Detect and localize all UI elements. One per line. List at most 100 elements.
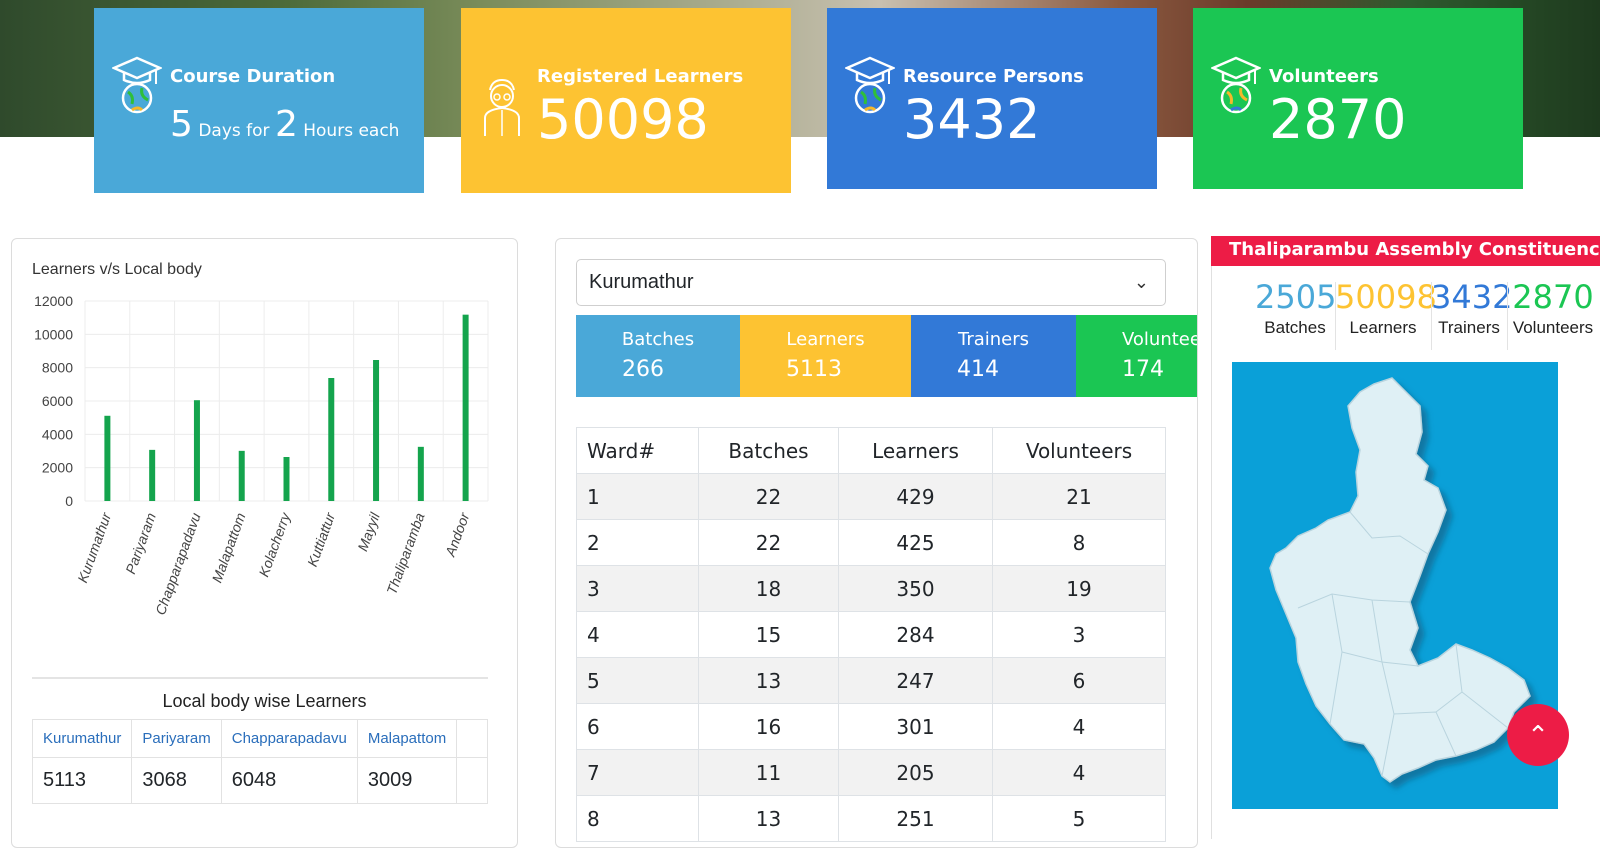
table-row: 7 11 205 4	[576, 749, 1166, 796]
chart-title: Learners v/s Local body	[32, 261, 202, 278]
constituency-title: Thaliparambu Assembly Constituency	[1211, 236, 1600, 266]
volunteers-cell: 6	[992, 657, 1166, 704]
tile-label: Learners	[786, 329, 865, 350]
card-title: Volunteers	[1269, 66, 1379, 87]
ward-cell: 6	[576, 703, 699, 750]
y-tick-label: 4000	[42, 426, 73, 442]
volunteers-cell: 8	[992, 519, 1166, 566]
learners-cell: 425	[838, 519, 993, 566]
tile-value: 414	[957, 357, 999, 382]
lbw-value-cell: 5113	[32, 757, 133, 804]
trainers-tile: Trainers 414	[911, 315, 1076, 397]
constituency-map[interactable]	[1232, 362, 1558, 809]
volunteers-tile: Volunteers 174	[1076, 315, 1197, 397]
days-label: Days for	[198, 121, 270, 141]
bar	[373, 360, 380, 501]
lbw-header-cell-partial	[456, 719, 488, 758]
stat-label: Learners	[1349, 318, 1417, 337]
y-tick-label: 10000	[34, 326, 73, 342]
chevron-down-icon: ⌄	[1133, 272, 1149, 292]
learner-person-icon	[484, 78, 520, 136]
stat-label: Trainers	[1438, 318, 1500, 337]
select-value: Kurumathur	[589, 271, 694, 293]
x-tick-label: Kolacherry	[255, 510, 293, 579]
learners-bar-chart: 0 2000 4000 6000 8000 10000 12000 Kurumathur Par…	[34, 293, 489, 617]
batches-header: Batches	[698, 427, 839, 474]
learners-cell: 429	[838, 473, 993, 520]
bar	[238, 450, 245, 501]
stat-divider	[1431, 282, 1432, 350]
lbw-value-cell-partial	[456, 757, 488, 804]
resource-persons-card: Resource Persons 3432	[827, 8, 1157, 189]
learners-cell: 350	[838, 565, 993, 612]
batches-cell: 16	[698, 703, 839, 750]
stat-value: 50098	[1335, 278, 1437, 316]
card-title: Course Duration	[170, 66, 336, 87]
stat-value: 2505	[1255, 278, 1337, 316]
divider	[32, 677, 488, 679]
x-tick-label: Kuttiattur	[304, 509, 339, 568]
x-tick-label: Kurumathur	[74, 509, 115, 584]
ward-cell: 8	[576, 795, 699, 842]
batches-cell: 11	[698, 749, 839, 796]
lbw-value-cell: 3068	[131, 757, 222, 804]
y-tick-label: 6000	[42, 393, 73, 409]
stat-divider	[1335, 282, 1336, 350]
ward-cell: 7	[576, 749, 699, 796]
batches-cell: 13	[698, 657, 839, 704]
y-tick-label: 8000	[42, 360, 73, 376]
volunteers-cell: 5	[992, 795, 1166, 842]
volunteers-cell: 21	[992, 473, 1166, 520]
stat-divider	[1507, 282, 1508, 350]
volunteers-header: Volunteers	[992, 427, 1166, 474]
stat-value: 3432	[1431, 278, 1513, 316]
x-tick-label: Pariyaram	[122, 510, 159, 576]
learners-cell: 301	[838, 703, 993, 750]
tile-label: Volunteers	[1122, 329, 1197, 350]
volunteers-cell: 4	[992, 703, 1166, 750]
table-row: 2 22 425 8	[576, 519, 1166, 566]
bar	[417, 446, 424, 501]
tile-value: 5113	[786, 357, 842, 382]
table-row: 6 16 301 4	[576, 703, 1166, 750]
lbw-value-cell: 3009	[356, 757, 458, 804]
graduation-globe-icon	[112, 56, 162, 114]
bar	[104, 415, 111, 501]
bar	[328, 378, 335, 501]
x-tick-label: Thaliparamba	[383, 510, 427, 596]
local-body-wise-table[interactable]: Kurumathur Pariyaram Chapparapadavu Mala…	[32, 719, 488, 804]
tile-value: 174	[1122, 357, 1164, 382]
stat-label: Volunteers	[1512, 318, 1594, 337]
ward-header: Ward#	[576, 427, 699, 474]
course-duration-card: Course Duration 5 Days for 2 Hours each	[94, 8, 424, 193]
ac-volunteers-stat: 2870 Volunteers	[1507, 278, 1599, 338]
chart-panel: Learners v/s Local body 0 2000 4000 6000 800…	[11, 238, 518, 848]
ward-cell: 3	[576, 565, 699, 612]
bar	[149, 449, 156, 501]
learners-tile: Learners 5113	[740, 315, 911, 397]
ac-batches-stat: 2505 Batches	[1255, 278, 1337, 338]
ac-learners-stat: 50098 Learners	[1335, 278, 1437, 338]
local-body-select[interactable]: Kurumathur ⌄	[576, 259, 1166, 306]
table-row: 4 15 284 3	[576, 611, 1166, 658]
bar	[193, 400, 200, 501]
scroll-to-top-button[interactable]: ⌃	[1507, 704, 1569, 766]
ward-cell: 4	[576, 611, 699, 658]
tile-value: 266	[622, 357, 664, 382]
ward-panel: Kurumathur ⌄ Batches 266 Learners 5113 T…	[555, 238, 1198, 848]
volunteers-card: Volunteers 2870	[1193, 8, 1523, 189]
batches-cell: 13	[698, 795, 839, 842]
volunteers-value: 2870	[1269, 88, 1407, 151]
tile-label: Batches	[621, 329, 695, 350]
batches-cell: 22	[698, 473, 839, 520]
bar	[283, 457, 290, 501]
batches-cell: 15	[698, 611, 839, 658]
map-outline	[1269, 377, 1531, 783]
hours-value: 2	[274, 104, 298, 145]
ward-cell: 5	[576, 657, 699, 704]
card-title: Registered Learners	[537, 66, 744, 87]
hours-label: Hours each	[303, 121, 400, 141]
table-row: 1 22 429 21	[576, 473, 1166, 520]
registered-learners-value: 50098	[537, 88, 709, 151]
volunteers-cell: 19	[992, 565, 1166, 612]
